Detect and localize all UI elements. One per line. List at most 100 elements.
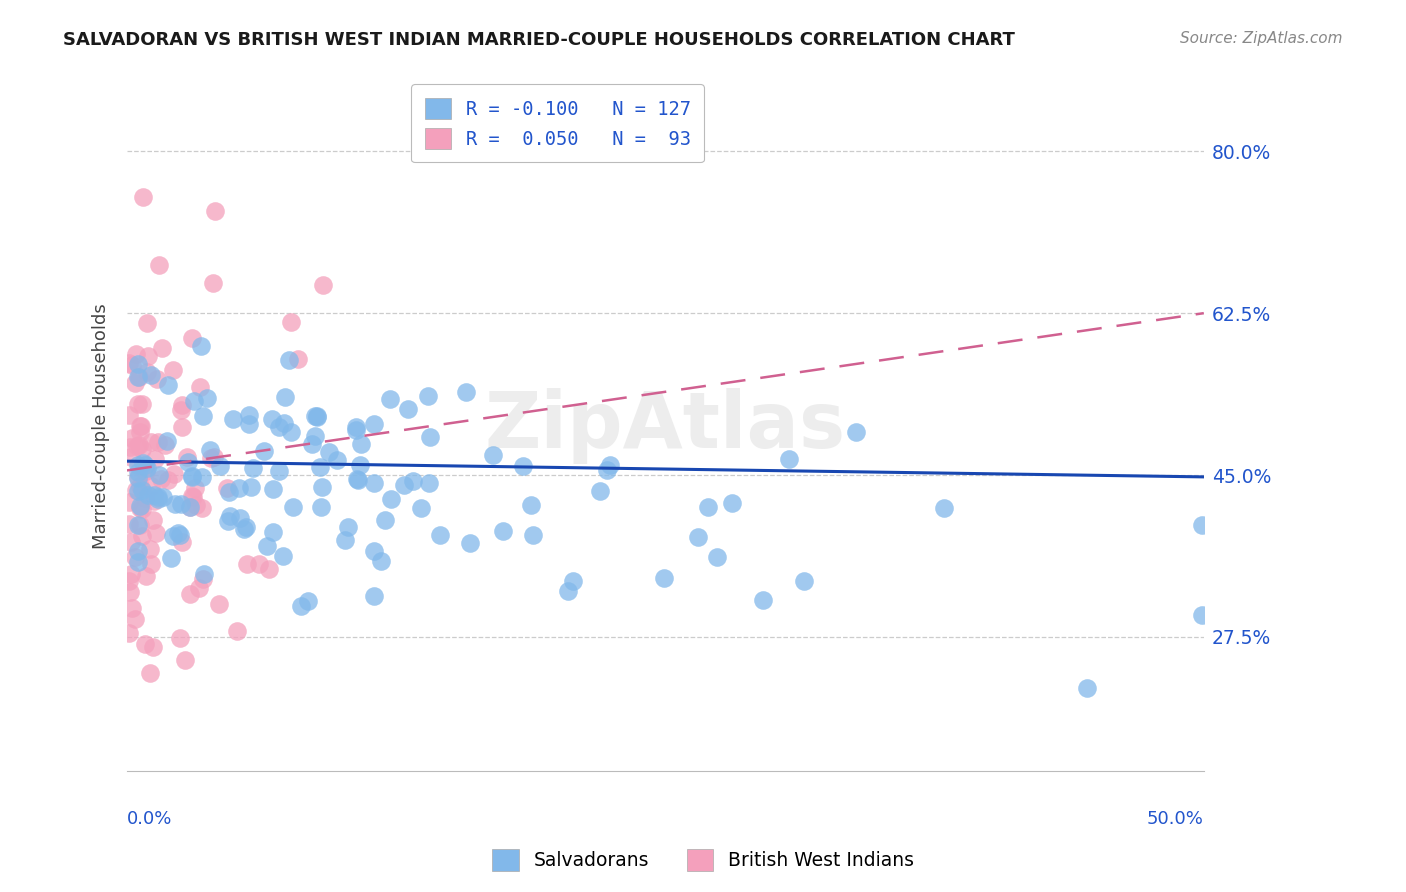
Point <box>121 431 143 445</box>
Point <box>139 665 162 680</box>
Point <box>118 408 141 422</box>
Point <box>134 637 156 651</box>
Point <box>287 351 309 366</box>
Point <box>778 451 800 466</box>
Point <box>118 494 141 508</box>
Point <box>127 397 149 411</box>
Point <box>118 516 141 531</box>
Point <box>139 541 162 556</box>
Point <box>127 370 149 384</box>
Point <box>181 490 204 504</box>
Point <box>262 483 284 497</box>
Point <box>374 513 396 527</box>
Point <box>143 451 166 466</box>
Point <box>349 458 371 473</box>
Point <box>273 417 295 431</box>
Y-axis label: Married-couple Households: Married-couple Households <box>93 303 110 549</box>
Point <box>419 429 441 443</box>
Point <box>239 480 262 494</box>
Point <box>163 467 186 482</box>
Point <box>139 368 162 383</box>
Point <box>129 418 152 433</box>
Point <box>458 536 481 550</box>
Point <box>402 474 425 488</box>
Point <box>129 425 152 439</box>
Point <box>139 478 162 492</box>
Point <box>269 419 291 434</box>
Point <box>218 509 240 524</box>
Point <box>118 625 141 640</box>
Point <box>217 514 239 528</box>
Point <box>128 369 150 384</box>
Point <box>247 558 270 572</box>
Point <box>127 465 149 479</box>
Point <box>589 483 612 498</box>
Point <box>482 448 505 462</box>
Point <box>134 464 156 478</box>
Point <box>127 517 149 532</box>
Point <box>177 455 200 469</box>
Point <box>228 481 250 495</box>
Point <box>121 358 143 372</box>
Point <box>309 500 332 515</box>
Point <box>125 483 148 498</box>
Point <box>118 356 141 370</box>
Point <box>262 524 284 539</box>
Point <box>242 460 264 475</box>
Point <box>127 458 149 472</box>
Point <box>195 392 218 406</box>
Point <box>176 450 198 464</box>
Point <box>751 593 773 607</box>
Point <box>335 533 357 547</box>
Point <box>134 458 156 472</box>
Point <box>127 471 149 485</box>
Point <box>326 453 349 467</box>
Point <box>236 558 259 572</box>
Point <box>512 459 534 474</box>
Point <box>202 276 225 290</box>
Point <box>169 632 191 646</box>
Point <box>191 409 214 423</box>
Point <box>181 468 204 483</box>
Point <box>396 402 419 417</box>
Point <box>129 501 152 516</box>
Point <box>198 443 221 458</box>
Point <box>124 612 146 626</box>
Point <box>172 420 194 434</box>
Point <box>519 499 541 513</box>
Point <box>934 500 956 515</box>
Point <box>238 417 260 431</box>
Point <box>143 493 166 508</box>
Point <box>135 568 157 582</box>
Point <box>190 339 212 353</box>
Point <box>301 436 323 450</box>
Point <box>129 419 152 434</box>
Point <box>209 458 232 473</box>
Point <box>131 529 153 543</box>
Point <box>120 534 142 549</box>
Point <box>280 425 302 439</box>
Point <box>135 461 157 475</box>
Point <box>127 439 149 453</box>
Point <box>304 429 326 443</box>
Point <box>492 524 515 538</box>
Point <box>277 352 299 367</box>
Point <box>143 488 166 502</box>
Point <box>204 204 226 219</box>
Point <box>156 434 179 448</box>
Point <box>120 450 142 464</box>
Point <box>141 435 163 450</box>
Point <box>222 412 245 426</box>
Point <box>162 529 184 543</box>
Point <box>136 350 159 364</box>
Point <box>173 653 195 667</box>
Point <box>363 476 385 491</box>
Point <box>127 484 149 499</box>
Point <box>557 584 579 599</box>
Point <box>181 490 204 504</box>
Point <box>260 412 283 426</box>
Point <box>232 522 254 536</box>
Point <box>1076 681 1098 695</box>
Point <box>124 376 146 390</box>
Point <box>380 491 402 506</box>
